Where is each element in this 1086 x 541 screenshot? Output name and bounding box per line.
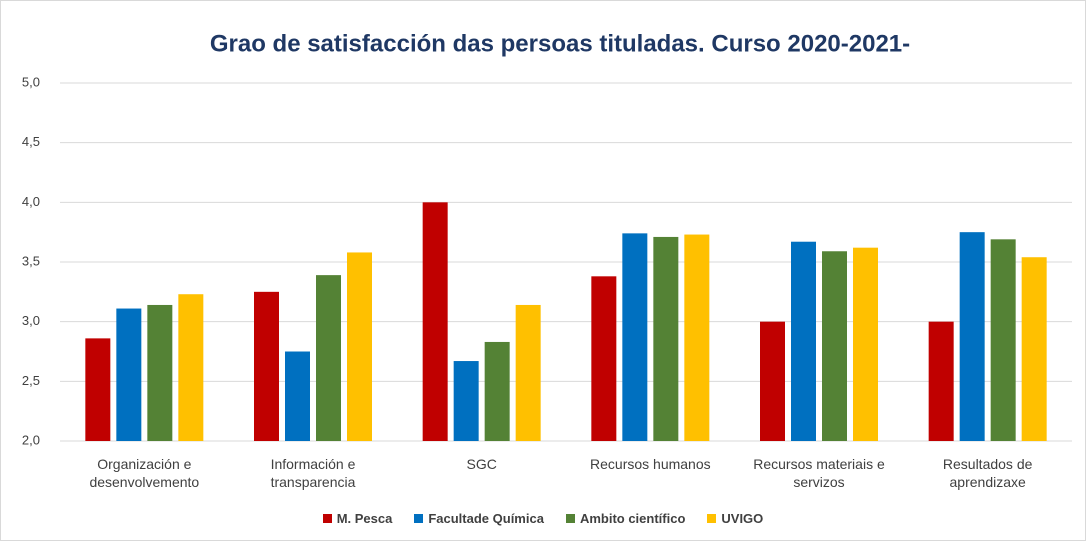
x-tick-label-box: Recursos humanos <box>590 456 711 472</box>
bar <box>684 234 710 441</box>
legend-label: M. Pesca <box>336 511 393 526</box>
bar <box>853 247 878 441</box>
y-tick-label: 3,5 <box>22 253 40 268</box>
x-tick-label-box: Recursos materiais e servizos <box>753 456 885 490</box>
y-tick-label: 2,0 <box>22 432 40 447</box>
legend-item: Facultade Química <box>414 511 544 526</box>
legend-swatch <box>707 514 717 523</box>
legend-item: UVIGO <box>707 511 763 526</box>
bar <box>422 202 448 441</box>
x-tick-label: Recursos materiais e servizos <box>753 456 885 490</box>
x-tick-label: Información e transparencia <box>270 456 356 490</box>
x-tick-label-box: Organización e desenvolvemento <box>89 456 200 490</box>
bar <box>484 341 510 441</box>
bar <box>515 304 541 441</box>
bar <box>653 236 679 441</box>
bar <box>622 233 648 441</box>
legend-swatch <box>565 514 575 523</box>
bar <box>990 239 1016 441</box>
bar <box>760 321 785 441</box>
y-tick-label: 4,0 <box>22 194 40 209</box>
x-tick-label: Recursos humanos <box>590 456 711 472</box>
bar <box>285 351 310 441</box>
x-tick-label-box: SGC <box>466 456 497 472</box>
legend-item: Ambito científico <box>565 511 686 526</box>
legend: M. Pesca Facultade Química Ambito científi… <box>0 511 1086 526</box>
bar <box>453 361 479 441</box>
bar <box>822 251 847 441</box>
bar <box>591 276 617 441</box>
bar <box>928 321 954 441</box>
bar <box>116 308 142 441</box>
bar <box>959 232 985 441</box>
legend-label: Facultade Química <box>428 511 544 526</box>
bar <box>147 304 173 441</box>
x-tick-label: Organización e desenvolvemento <box>89 456 200 490</box>
y-tick-label: 4,5 <box>22 134 40 149</box>
y-tick-label: 5,0 <box>22 74 40 89</box>
x-tick-label-box: Resultados de aprendizaxe <box>942 456 1033 490</box>
legend-label: Ambito científico <box>579 511 686 526</box>
bar <box>316 275 341 441</box>
bar <box>347 252 372 441</box>
legend-swatch <box>322 514 332 523</box>
y-tick-label: 2,5 <box>22 373 40 388</box>
x-tick-label-box: Información e transparencia <box>270 456 356 490</box>
legend-item: M. Pesca <box>322 511 393 526</box>
chart-title: Grao de satisfacción das persoas titulad… <box>210 30 910 57</box>
bar <box>254 291 279 441</box>
legend-swatch <box>414 514 424 523</box>
y-tick-label: 3,0 <box>22 313 40 328</box>
bar <box>791 241 816 441</box>
bar <box>1021 257 1047 441</box>
x-tick-label: Resultados de aprendizaxe <box>942 456 1033 490</box>
bar <box>85 338 111 441</box>
x-tick-label: SGC <box>466 456 497 472</box>
legend-label: UVIGO <box>721 511 764 526</box>
bar <box>178 294 204 441</box>
